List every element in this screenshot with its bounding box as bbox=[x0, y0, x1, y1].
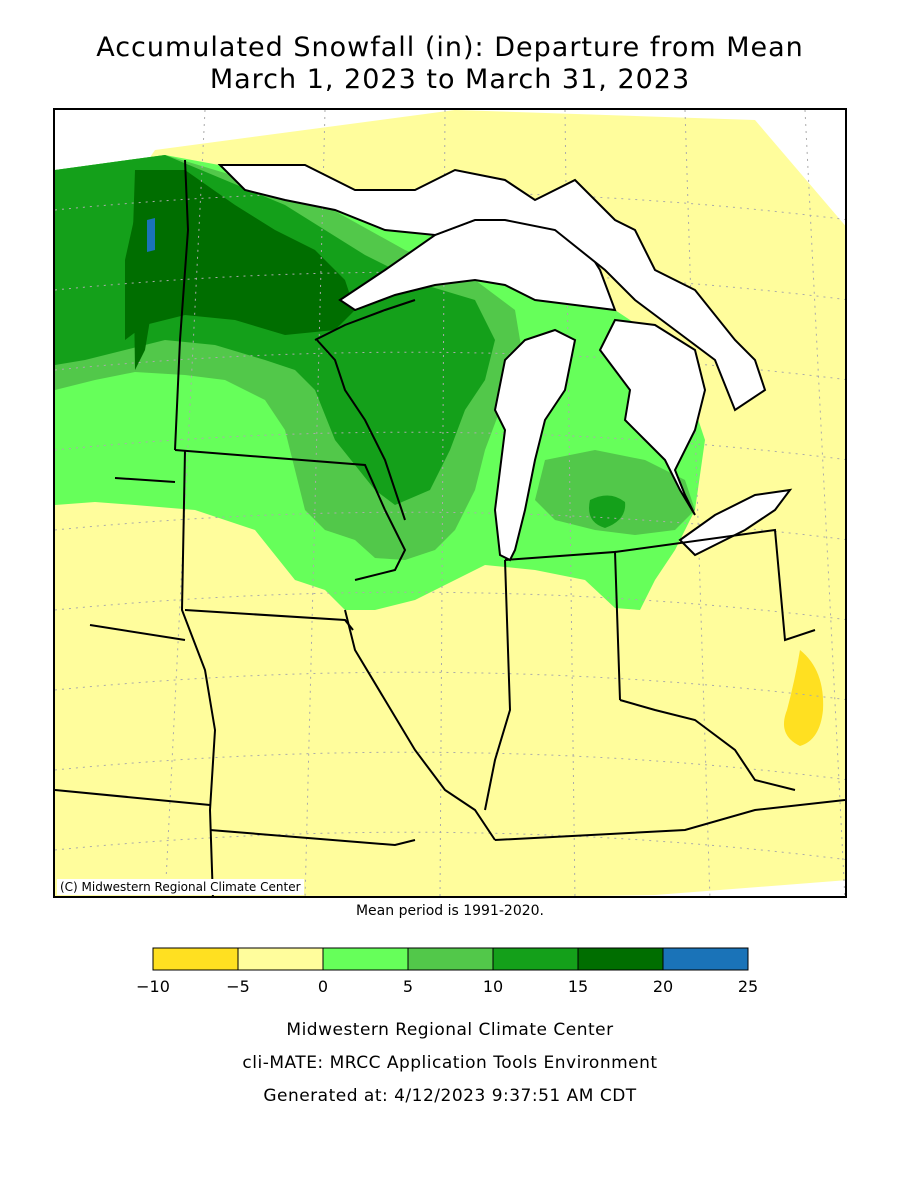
legend-swatch bbox=[577, 947, 664, 971]
zone-20-25 bbox=[147, 218, 155, 252]
legend-tick-label: 0 bbox=[318, 977, 328, 996]
legend-tick-label: 10 bbox=[483, 977, 503, 996]
map-credit: (C) Midwestern Regional Climate Center bbox=[57, 879, 304, 895]
map-title: Accumulated Snowfall (in): Departure fro… bbox=[96, 32, 804, 63]
legend-tick-label: 5 bbox=[403, 977, 413, 996]
legend-swatch bbox=[237, 947, 324, 971]
lake-huron bbox=[598, 318, 707, 516]
state-boundaries bbox=[55, 159, 845, 896]
legend-tick-label: 25 bbox=[738, 977, 758, 996]
zone-10-15-mi-spot bbox=[589, 495, 626, 528]
legend-tick-label: −5 bbox=[226, 977, 250, 996]
great-lakes bbox=[217, 164, 793, 562]
snowfall-departure-map bbox=[53, 108, 847, 898]
legend-tick-label: 20 bbox=[653, 977, 673, 996]
footer-organization: Midwestern Regional Climate Center bbox=[286, 1020, 614, 1040]
map-canvas bbox=[55, 110, 845, 896]
mean-period-note: Mean period is 1991-2020. bbox=[355, 903, 545, 919]
lake-michigan bbox=[493, 328, 577, 562]
legend-tick-label: −10 bbox=[136, 977, 170, 996]
legend-swatch bbox=[322, 947, 409, 971]
zone-15-20-west bbox=[133, 170, 185, 370]
zone-5-10-michigan bbox=[535, 450, 695, 535]
footer-generated: Generated at: 4/12/2023 9:37:51 AM CDT bbox=[263, 1086, 637, 1106]
legend-tick-label: 15 bbox=[568, 977, 588, 996]
legend-swatch bbox=[152, 947, 239, 971]
zone-below-5 bbox=[783, 650, 824, 746]
legend-swatch bbox=[407, 947, 494, 971]
legend-swatch bbox=[492, 947, 579, 971]
color-legend: −10 −5 0 5 10 15 20 25 bbox=[136, 947, 758, 996]
footer-tool: cli-MATE: MRCC Application Tools Environ… bbox=[242, 1053, 658, 1073]
legend-swatch bbox=[662, 947, 749, 971]
map-date-range: March 1, 2023 to March 31, 2023 bbox=[209, 64, 691, 95]
northern-land bbox=[217, 164, 767, 412]
